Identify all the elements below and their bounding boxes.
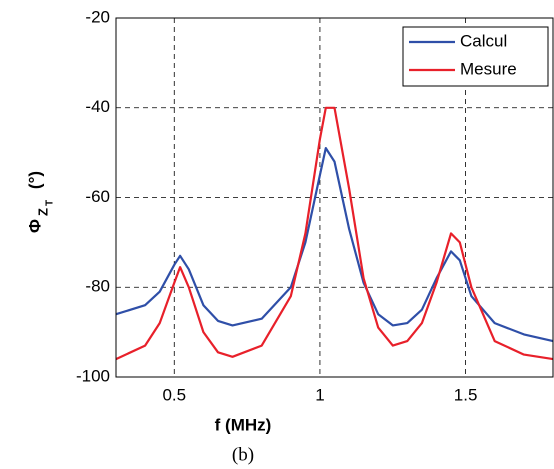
y-tick-label: -20 bbox=[85, 7, 110, 26]
x-tick-label: 1.5 bbox=[454, 385, 478, 404]
y-label-subsub: T bbox=[45, 200, 56, 206]
x-axis-label: f (MHz) bbox=[215, 415, 272, 434]
y-tick-label: -40 bbox=[85, 97, 110, 116]
y-label-unit: (°) bbox=[25, 171, 44, 189]
series-line bbox=[115, 147, 554, 343]
caption: (b) bbox=[232, 444, 254, 465]
legend-label: Calcul bbox=[460, 31, 507, 50]
y-label-symbol: Φ bbox=[25, 219, 44, 233]
y-tick-label: -60 bbox=[85, 187, 110, 206]
y-tick-label: -80 bbox=[85, 277, 110, 296]
x-tick-label: 1 bbox=[315, 385, 324, 404]
legend-label: Mesure bbox=[460, 59, 517, 78]
x-tick-label: 0.5 bbox=[162, 385, 186, 404]
plot-frame bbox=[115, 17, 554, 378]
y-tick-label: -100 bbox=[76, 366, 110, 385]
legend-box bbox=[402, 26, 549, 87]
series-line bbox=[115, 106, 554, 361]
y-label-sub: Z bbox=[35, 208, 50, 216]
y-axis-label: Φ Z T (°) bbox=[25, 171, 55, 233]
legend: Calcul Mesure bbox=[402, 26, 549, 87]
